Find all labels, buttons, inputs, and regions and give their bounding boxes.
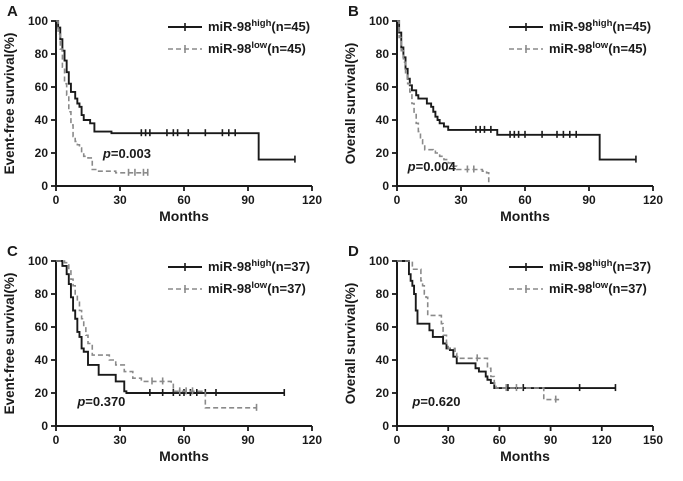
km-chart-A: 0 20 40 60 80 100 0 30 60 90 120 Months Event-free s… bbox=[2, 3, 322, 224]
km-chart-D: 0 20 40 60 80 100 0 30 60 90 120 150 Months Overall s… bbox=[343, 243, 663, 464]
x-axis-label: Months bbox=[159, 448, 209, 464]
x-tick-label: 60 bbox=[518, 193, 532, 207]
km-curve-high bbox=[397, 20, 636, 161]
p-value-label: p=0.003 bbox=[102, 146, 151, 161]
y-tick-label: 40 bbox=[376, 353, 390, 367]
x-tick-label: 30 bbox=[113, 433, 127, 447]
legend-label-high: miR-98high(n=37) bbox=[549, 258, 651, 274]
x-tick-label: 90 bbox=[241, 433, 255, 447]
x-tick-label: 0 bbox=[394, 193, 401, 207]
y-tick-label: 0 bbox=[41, 179, 48, 193]
y-tick-label: 80 bbox=[35, 287, 49, 301]
x-tick-label: 0 bbox=[53, 433, 60, 447]
km-curve-low bbox=[56, 20, 148, 174]
x-axis-label: Months bbox=[500, 208, 550, 224]
km-curve-high bbox=[56, 260, 285, 394]
km-curve-high bbox=[397, 260, 616, 389]
y-tick-label: 40 bbox=[35, 353, 49, 367]
x-tick-label: 120 bbox=[302, 433, 322, 447]
km-panel-a: 0 20 40 60 80 100 0 30 60 90 120 Months Event-free s… bbox=[0, 0, 341, 240]
x-tick-label: 0 bbox=[394, 433, 401, 447]
y-tick-label: 60 bbox=[376, 80, 390, 94]
panel-label: C bbox=[7, 243, 18, 260]
y-tick-label: 0 bbox=[41, 419, 48, 433]
legend-label-high: miR-98high(n=37) bbox=[208, 258, 310, 274]
x-tick-label: 90 bbox=[582, 193, 596, 207]
x-tick-label: 120 bbox=[643, 193, 663, 207]
x-tick-label: 30 bbox=[442, 433, 456, 447]
legend-label-low: miR-98low(n=37) bbox=[549, 280, 647, 296]
km-chart-B: 0 20 40 60 80 100 0 30 60 90 120 Months Overall surv… bbox=[343, 3, 663, 224]
y-tick-label: 60 bbox=[376, 320, 390, 334]
y-tick-label: 100 bbox=[369, 254, 389, 268]
y-tick-label: 80 bbox=[376, 47, 390, 61]
p-value-label: p=0.370 bbox=[76, 394, 125, 409]
km-curve-low bbox=[397, 260, 560, 401]
km-chart-C: 0 20 40 60 80 100 0 30 60 90 120 Months Event-free s… bbox=[2, 243, 322, 464]
y-tick-label: 60 bbox=[35, 80, 49, 94]
x-tick-label: 60 bbox=[177, 433, 191, 447]
panel-label: D bbox=[348, 243, 359, 260]
x-tick-label: 90 bbox=[241, 193, 255, 207]
x-axis-label: Months bbox=[500, 448, 550, 464]
legend-label-high: miR-98high(n=45) bbox=[549, 18, 651, 34]
p-value-label: p=0.620 bbox=[411, 394, 460, 409]
legend-label-low: miR-98low(n=37) bbox=[208, 280, 306, 296]
km-curve-low bbox=[397, 20, 490, 183]
km-panel-c: 0 20 40 60 80 100 0 30 60 90 120 Months Event-free s… bbox=[0, 240, 341, 481]
km-panel-d: 0 20 40 60 80 100 0 30 60 90 120 150 Months Overall s… bbox=[341, 240, 683, 481]
x-tick-label: 150 bbox=[643, 433, 663, 447]
legend-label-low: miR-98low(n=45) bbox=[208, 40, 306, 56]
x-axis-label: Months bbox=[159, 208, 209, 224]
panel-label: A bbox=[7, 3, 18, 20]
x-tick-label: 60 bbox=[493, 433, 507, 447]
y-axis-label: Overall survival(%) bbox=[343, 43, 358, 165]
x-tick-label: 30 bbox=[454, 193, 468, 207]
x-tick-label: 120 bbox=[592, 433, 612, 447]
x-tick-label: 120 bbox=[302, 193, 322, 207]
y-tick-label: 20 bbox=[376, 146, 390, 160]
km-curve-low bbox=[56, 260, 257, 409]
y-tick-label: 80 bbox=[376, 287, 390, 301]
legend-label-high: miR-98high(n=45) bbox=[208, 18, 310, 34]
y-tick-label: 0 bbox=[382, 179, 389, 193]
km-panel-b: 0 20 40 60 80 100 0 30 60 90 120 Months Overall surv… bbox=[341, 0, 683, 240]
x-tick-label: 90 bbox=[544, 433, 558, 447]
y-tick-label: 20 bbox=[376, 386, 390, 400]
panel-label: B bbox=[348, 3, 359, 20]
x-tick-label: 60 bbox=[177, 193, 191, 207]
y-tick-label: 60 bbox=[35, 320, 49, 334]
x-tick-label: 30 bbox=[113, 193, 127, 207]
y-tick-label: 0 bbox=[382, 419, 389, 433]
y-axis-label: Overall survival(%) bbox=[343, 283, 358, 405]
y-tick-label: 100 bbox=[28, 14, 48, 28]
y-tick-label: 100 bbox=[28, 254, 48, 268]
y-tick-label: 100 bbox=[369, 14, 389, 28]
legend-label-low: miR-98low(n=45) bbox=[549, 40, 647, 56]
x-tick-label: 0 bbox=[53, 193, 60, 207]
y-tick-label: 40 bbox=[376, 113, 390, 127]
y-axis-label: Event-free survival(%) bbox=[2, 33, 17, 175]
p-value-label: p=0.004 bbox=[407, 159, 457, 174]
y-tick-label: 80 bbox=[35, 47, 49, 61]
y-tick-label: 20 bbox=[35, 146, 49, 160]
km-curve-high bbox=[56, 20, 295, 161]
y-tick-label: 20 bbox=[35, 386, 49, 400]
y-axis-label: Event-free survival(%) bbox=[2, 273, 17, 415]
y-tick-label: 40 bbox=[35, 113, 49, 127]
